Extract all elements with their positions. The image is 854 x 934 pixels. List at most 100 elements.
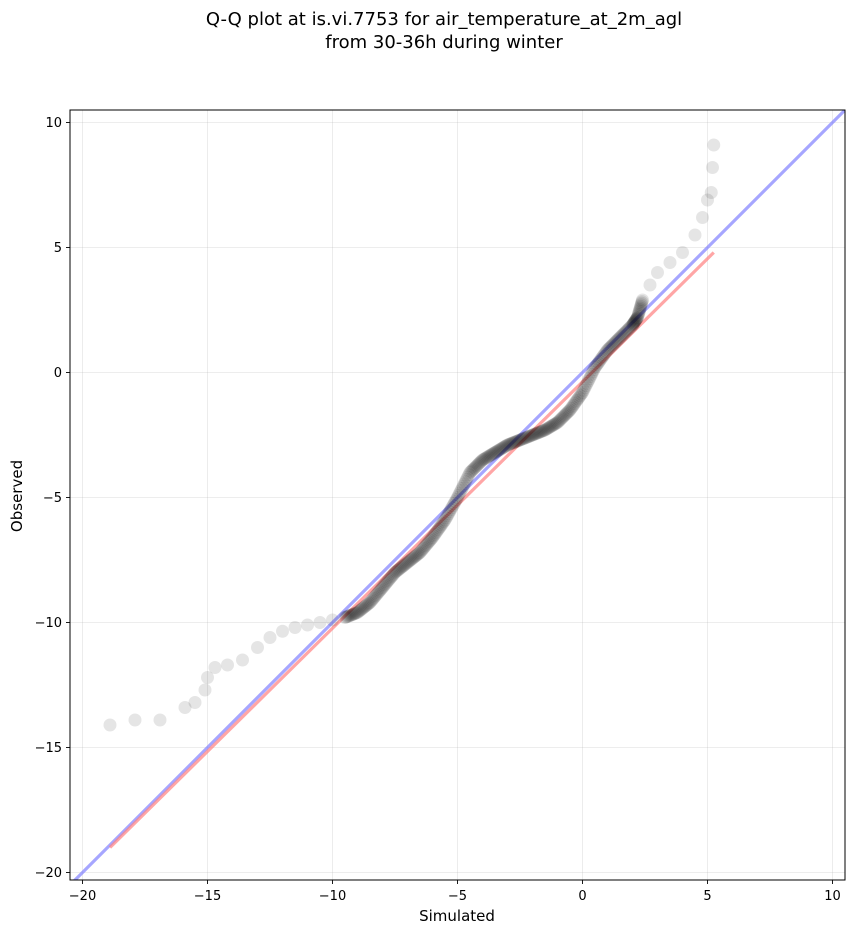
qq-point: [634, 298, 648, 312]
qq-point: [580, 376, 594, 390]
qq-point: [487, 446, 501, 460]
qq-point: [503, 437, 517, 451]
y-tick-label: −20: [35, 866, 62, 881]
qq-point: [611, 333, 625, 347]
qq-point: [590, 357, 604, 371]
qq-point: [482, 449, 496, 463]
qq-point: [449, 493, 463, 507]
qq-point: [569, 395, 583, 409]
qq-point: [251, 641, 264, 654]
qq-point: [457, 477, 471, 491]
qq-point: [364, 594, 378, 608]
qq-point: [577, 383, 591, 397]
qq-point: [366, 591, 380, 605]
qq-point: [128, 713, 142, 727]
qq-point: [420, 537, 434, 551]
qq-point: [540, 422, 554, 436]
qq-point: [706, 161, 719, 174]
qq-point: [594, 353, 608, 367]
qq-point: [468, 461, 482, 475]
qq-point: [560, 406, 574, 420]
qq-point: [603, 341, 617, 355]
qq-point: [530, 426, 544, 440]
qq-point: [602, 342, 616, 356]
qq-point: [351, 606, 364, 619]
qq-point: [473, 455, 487, 469]
qq-point: [497, 440, 511, 454]
qq-point: [524, 428, 538, 442]
qq-point: [349, 606, 363, 620]
qq-point: [458, 475, 472, 489]
qq-point: [472, 456, 486, 470]
qq-point: [531, 426, 545, 440]
qq-point: [479, 451, 493, 465]
qq-point: [505, 436, 519, 450]
qq-point: [395, 560, 409, 574]
qq-point: [379, 576, 393, 590]
qq-point: [523, 429, 537, 443]
x-tick-label: 10: [824, 889, 841, 904]
qq-point: [481, 450, 495, 464]
qq-point: [614, 329, 628, 343]
qq-point: [198, 683, 212, 697]
qq-point: [358, 599, 372, 613]
qq-point: [444, 503, 458, 517]
qq-point: [629, 313, 643, 327]
qq-point: [378, 578, 392, 592]
qq-point: [485, 448, 499, 462]
qq-point: [414, 544, 428, 558]
qq-point: [372, 585, 386, 599]
qq-point: [418, 540, 432, 554]
qq-point: [618, 326, 632, 340]
qq-point: [340, 610, 354, 624]
qq-point: [538, 423, 552, 437]
qq-point: [554, 412, 568, 426]
qq-point: [496, 441, 510, 455]
qq-point: [605, 338, 619, 352]
qq-point: [454, 484, 468, 498]
qq-point: [357, 600, 371, 614]
qq-point: [429, 526, 443, 540]
qq-point: [513, 433, 527, 447]
qq-point: [346, 607, 360, 621]
qq-point: [568, 397, 582, 411]
qq-point: [628, 314, 642, 328]
qq-point: [430, 524, 444, 538]
qq-point: [188, 696, 202, 709]
qq-point: [153, 713, 167, 727]
qq-point: [462, 468, 476, 482]
qq-point: [208, 661, 222, 674]
qq-point: [507, 435, 521, 449]
qq-point: [440, 509, 454, 523]
x-axis-label: Simulated: [419, 907, 495, 925]
qq-point: [548, 417, 562, 431]
qq-point: [543, 420, 557, 434]
qq-point: [396, 559, 410, 573]
qq-point: [448, 495, 462, 509]
qq-point: [433, 519, 447, 533]
qq-point: [355, 602, 369, 616]
qq-point: [419, 539, 433, 553]
qq-point: [470, 459, 484, 473]
qq-point: [402, 555, 416, 569]
qq-point: [343, 609, 357, 623]
qq-point: [546, 418, 560, 432]
y-axis-label: Observed: [8, 460, 26, 532]
qq-point: [486, 447, 500, 461]
qq-point: [201, 671, 214, 684]
qq-point: [612, 332, 626, 346]
qq-point: [339, 610, 353, 624]
identity-reference-line: [72, 110, 845, 880]
qq-point: [385, 570, 399, 584]
qq-point: [565, 400, 579, 414]
qq-point: [610, 334, 624, 348]
qq-point: [537, 423, 551, 437]
qq-point: [348, 606, 362, 620]
qq-point: [390, 564, 404, 578]
qq-point: [635, 295, 649, 309]
y-tick-label: −10: [35, 616, 62, 631]
qq-point: [353, 604, 367, 618]
qq-point: [597, 348, 611, 362]
qq-point: [633, 303, 647, 317]
qq-point: [412, 546, 426, 560]
